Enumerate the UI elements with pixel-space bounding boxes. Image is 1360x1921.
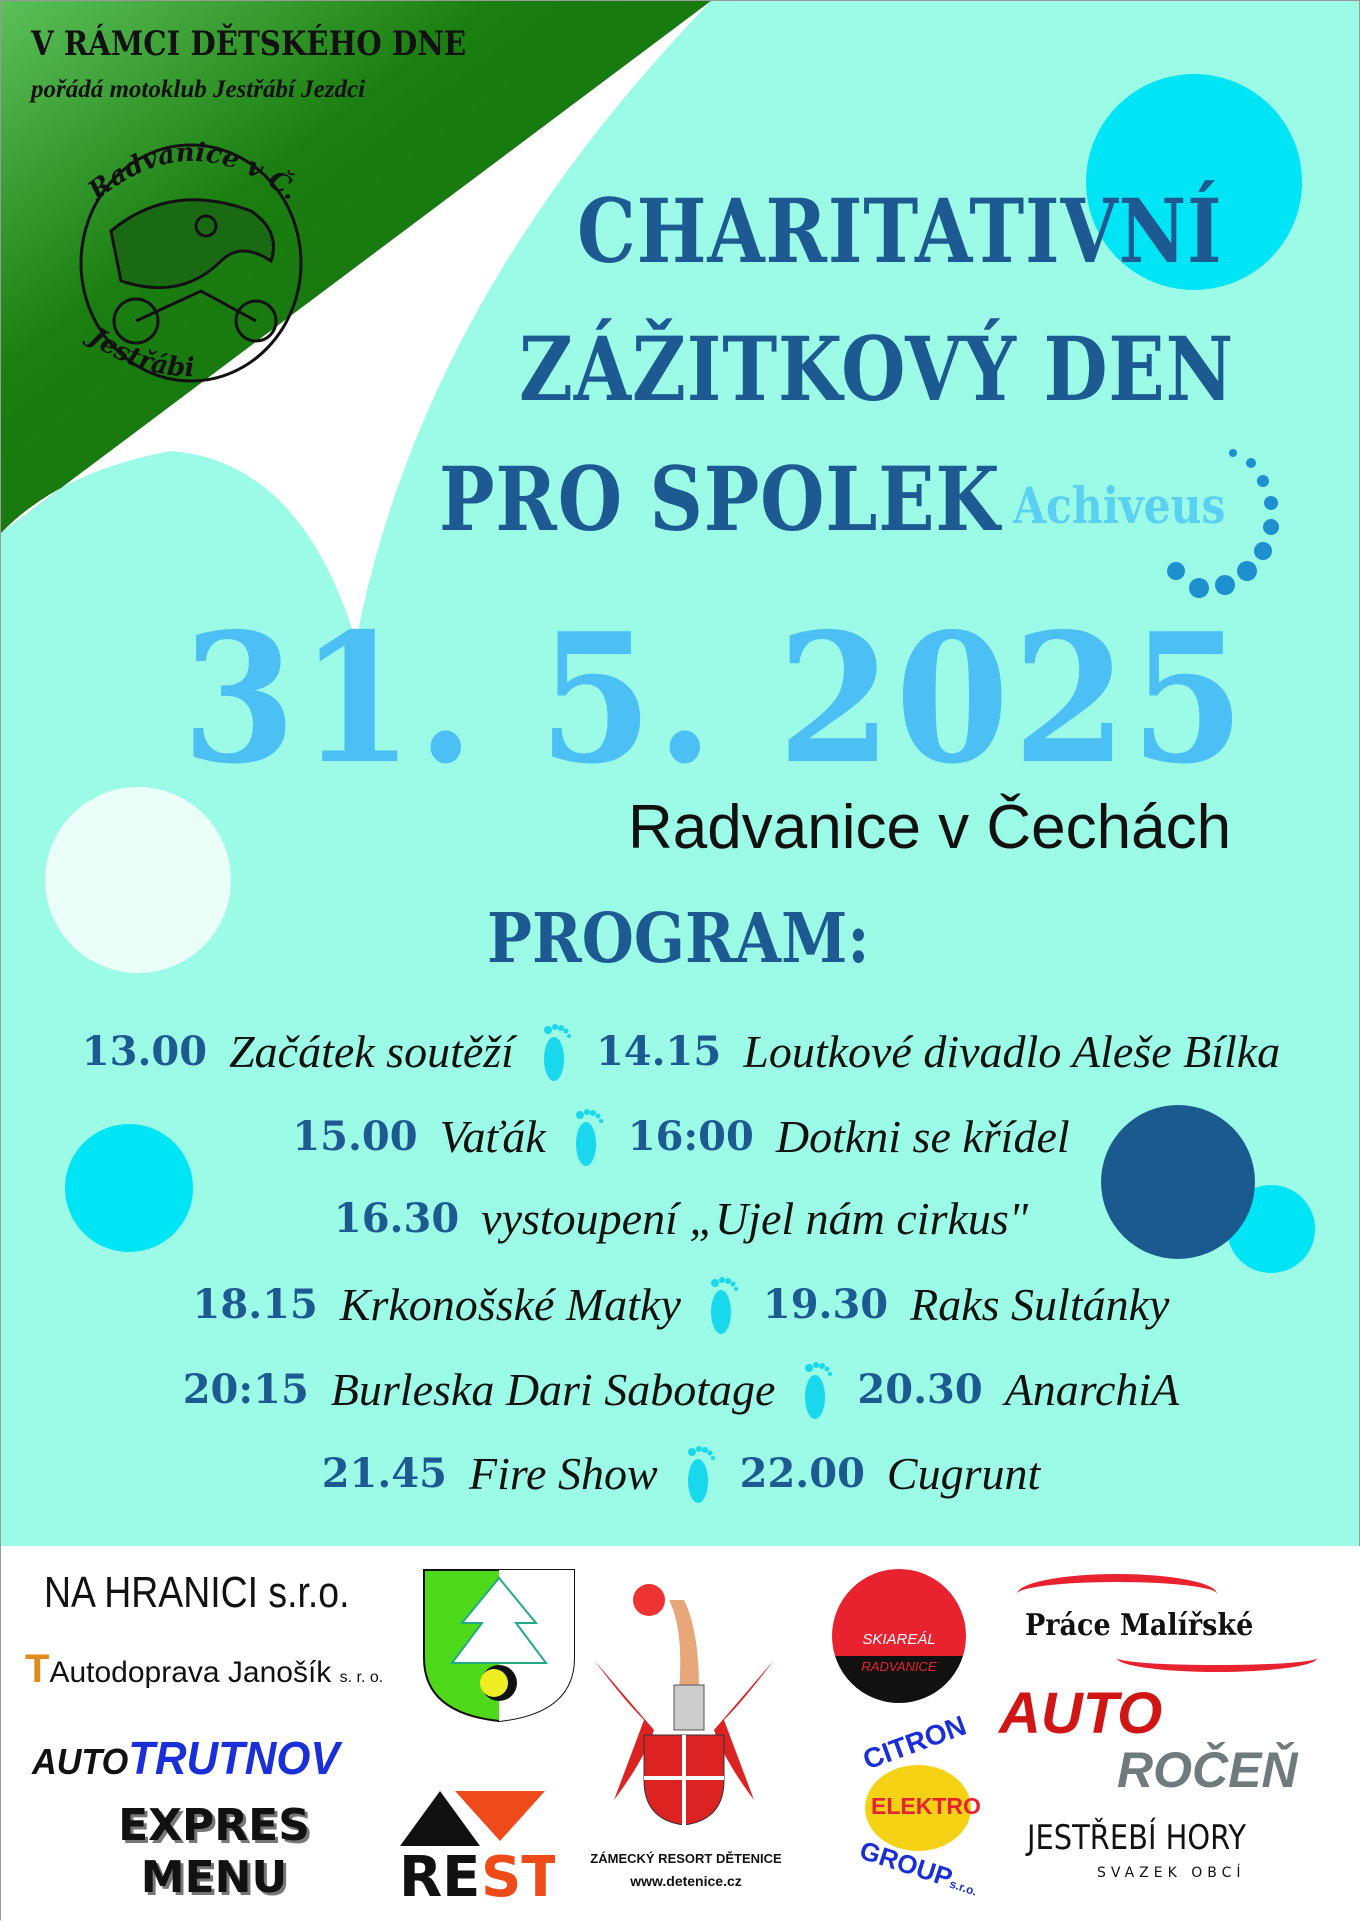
program-time: 20:15: [182, 1366, 309, 1413]
detenice-text: ZÁMECKÝ RESORT DĚTENICE www.detenice.cz: [590, 1851, 782, 1889]
program-time: 16:00: [627, 1113, 754, 1160]
page-curl: [1, 1, 711, 641]
axe-icon: T: [25, 1647, 50, 1691]
program-time: 19.30: [762, 1281, 889, 1328]
program-event: vystoupení „Ujel nám cirkus": [481, 1193, 1029, 1244]
event-date: 31. 5. 2025: [182, 594, 1249, 803]
auto-rocen-logo: AUTO ROČEŇ: [999, 1681, 1298, 1799]
sponsor-auto-trutnov: AUTOTRUTNOV: [32, 1732, 340, 1784]
header-line1: V RÁMCI DĚTSKÉHO DNE: [31, 24, 467, 64]
rest-text-st: ST: [481, 1845, 555, 1901]
circle-cyan-left: [65, 1124, 193, 1252]
sponsor-janosik: TAutodoprava Janošík s. r. o.: [25, 1647, 384, 1691]
footprint-icon: [710, 1277, 738, 1334]
program-event: Cugrunt: [886, 1448, 1041, 1499]
program-row: 18.15 Krkonošské Matky 19.30 Raks Sultánky: [1, 1274, 1360, 1336]
program-heading: PROGRAM:: [487, 899, 870, 979]
jestrebi-hory-logo: JESTŘEBÍ HORY SVAZEK OBCÍ: [1027, 1818, 1247, 1881]
program-event: Vaťák: [439, 1111, 546, 1162]
sponsors-area: NA HRANICI s.r.o. TAutodoprava Janošík s…: [1, 1546, 1360, 1921]
achiveus-dots: [1167, 449, 1279, 598]
lemon-icon: [865, 1765, 971, 1851]
program-event: Raks Sultánky: [910, 1279, 1170, 1330]
title-line1: CHARITATIVNÍ: [577, 179, 1223, 283]
program-time: 18.15: [192, 1281, 318, 1328]
program-time: 14.15: [595, 1028, 722, 1075]
program-row: 20:15 Burleska Dari Sabotage 20.30 AnarchiA: [1, 1359, 1360, 1421]
program-event: Burleska Dari Sabotage: [330, 1364, 776, 1415]
program-event: AnarchiA: [1004, 1364, 1180, 1415]
citron-logo: CITRON ELEKTRO GROUPs.r.o.: [856, 1709, 981, 1899]
background-shapes: Radvanice v Č. Jestřábi: [1, 1, 1315, 1273]
program-time: 21.45: [321, 1450, 447, 1497]
title-line2: ZÁŽITKOVÝ DEN: [519, 317, 1235, 421]
title-line3: PRO SPOLEK: [439, 447, 1001, 551]
rest-logo: RE ST: [399, 1791, 555, 1901]
program-time: 20.30: [857, 1366, 983, 1413]
prace-malirske-logo: Práce Malířské: [1007, 1574, 1317, 1672]
rest-text-re: RE: [399, 1845, 480, 1901]
radvanice-coat-of-arms: [423, 1569, 575, 1723]
program-row: 21.45 Fire Show 22.00 Cugrunt: [1, 1443, 1360, 1505]
detenice-coat-of-arms: [594, 1584, 774, 1825]
sponsor-na-hranici: NA HRANICI s.r.o.: [44, 1568, 350, 1617]
circle-dark-blue: [1101, 1105, 1255, 1259]
program-time: 16.30: [333, 1195, 460, 1242]
program-row: 15.00 Vaťák 16:00 Dotkni se křídel: [1, 1106, 1360, 1168]
program-event: Dotkni se křídel: [775, 1111, 1070, 1162]
program-time: 13.00: [81, 1028, 208, 1075]
program-time: 22.00: [739, 1450, 865, 1497]
circle-pale: [45, 787, 231, 973]
footprint-icon: [575, 1109, 603, 1166]
swoosh-icon: [1017, 1574, 1217, 1614]
skiareal-logo: SKIAREÁL RADVANICE: [832, 1569, 966, 1703]
circle-cyan-top: [1086, 74, 1302, 290]
program-row: 13.00 Začátek soutěží 14.15 Loutkové divadl…: [1, 1021, 1360, 1083]
program-event: Začátek soutěží: [229, 1026, 514, 1077]
club-logo: [79, 143, 303, 383]
footprint-icon: [687, 1446, 715, 1503]
footprint-icon: [805, 1362, 833, 1419]
program-event: Fire Show: [468, 1448, 658, 1499]
program-event: Loutkové divadlo Aleše Bílka: [743, 1026, 1281, 1077]
sponsor-expres-menu: EXPRES MENU: [118, 1800, 310, 1903]
achiveus-logo: Achiveus: [1013, 476, 1226, 535]
program-row: 16.30 vystoupení „Ujel nám cirkus": [1, 1189, 1360, 1249]
footprint-icon: [543, 1024, 571, 1081]
event-place: Radvanice v Čechách: [628, 793, 1232, 862]
program-event: Krkonošské Matky: [339, 1279, 681, 1330]
program-time: 15.00: [292, 1113, 418, 1160]
header-line2: pořádá motoklub Jestřábí Jezdci: [31, 76, 366, 103]
